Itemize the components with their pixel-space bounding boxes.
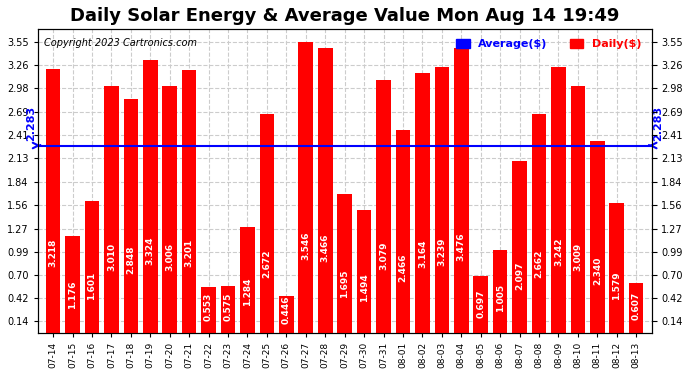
Text: 3.476: 3.476	[457, 233, 466, 261]
Bar	[415, 73, 430, 333]
Text: 1.494: 1.494	[359, 273, 368, 302]
Bar	[512, 161, 527, 333]
Text: 0.607: 0.607	[631, 292, 640, 320]
Text: 3.546: 3.546	[302, 231, 310, 260]
Text: 3.324: 3.324	[146, 236, 155, 265]
Bar	[124, 99, 138, 333]
Bar	[46, 69, 61, 333]
Text: 3.079: 3.079	[379, 241, 388, 270]
Text: 1.579: 1.579	[612, 272, 621, 300]
Legend: Average($), Daily($): Average($), Daily($)	[452, 35, 646, 54]
Text: 3.242: 3.242	[554, 238, 563, 266]
Bar	[143, 60, 157, 333]
Text: 2.283: 2.283	[653, 106, 662, 141]
Bar	[201, 287, 216, 333]
Text: 3.009: 3.009	[573, 243, 582, 271]
Text: 0.446: 0.446	[282, 295, 291, 324]
Text: 2.848: 2.848	[126, 246, 135, 274]
Text: 3.201: 3.201	[185, 239, 194, 267]
Bar	[85, 201, 99, 333]
Text: 1.601: 1.601	[88, 272, 97, 300]
Bar	[337, 194, 352, 333]
Text: 1.005: 1.005	[495, 284, 504, 312]
Bar	[299, 42, 313, 333]
Text: 1.284: 1.284	[243, 278, 252, 306]
Text: 3.164: 3.164	[418, 239, 427, 268]
Bar	[551, 67, 566, 333]
Text: 2.340: 2.340	[593, 256, 602, 285]
Title: Daily Solar Energy & Average Value Mon Aug 14 19:49: Daily Solar Energy & Average Value Mon A…	[70, 7, 620, 25]
Text: 0.575: 0.575	[224, 292, 233, 321]
Bar	[240, 228, 255, 333]
Bar	[532, 114, 546, 333]
Bar	[318, 48, 333, 333]
Text: 1.695: 1.695	[340, 270, 349, 298]
Text: 3.010: 3.010	[107, 243, 116, 271]
Bar	[66, 236, 80, 333]
Bar	[590, 141, 604, 333]
Bar	[435, 67, 449, 333]
Bar	[473, 276, 488, 333]
Bar	[279, 296, 294, 333]
Bar	[395, 130, 411, 333]
Bar	[162, 86, 177, 333]
Bar	[609, 203, 624, 333]
Text: Copyright 2023 Cartronics.com: Copyright 2023 Cartronics.com	[43, 38, 197, 48]
Bar	[454, 48, 469, 333]
Text: 2.672: 2.672	[262, 249, 271, 278]
Text: 2.662: 2.662	[535, 250, 544, 278]
Bar	[182, 70, 197, 333]
Text: 3.466: 3.466	[321, 233, 330, 262]
Text: 3.006: 3.006	[165, 243, 175, 271]
Bar	[629, 283, 644, 333]
Bar	[259, 114, 274, 333]
Text: 0.697: 0.697	[476, 290, 485, 318]
Text: 2.097: 2.097	[515, 261, 524, 290]
Bar	[571, 86, 585, 333]
Text: 3.218: 3.218	[48, 238, 58, 267]
Bar	[357, 210, 371, 333]
Bar	[493, 251, 507, 333]
Text: 3.239: 3.239	[437, 238, 446, 266]
Text: 0.553: 0.553	[204, 293, 213, 321]
Bar	[104, 86, 119, 333]
Text: 2.283: 2.283	[26, 106, 36, 141]
Bar	[221, 286, 235, 333]
Text: 2.466: 2.466	[398, 254, 408, 282]
Text: 1.176: 1.176	[68, 280, 77, 309]
Bar	[376, 80, 391, 333]
